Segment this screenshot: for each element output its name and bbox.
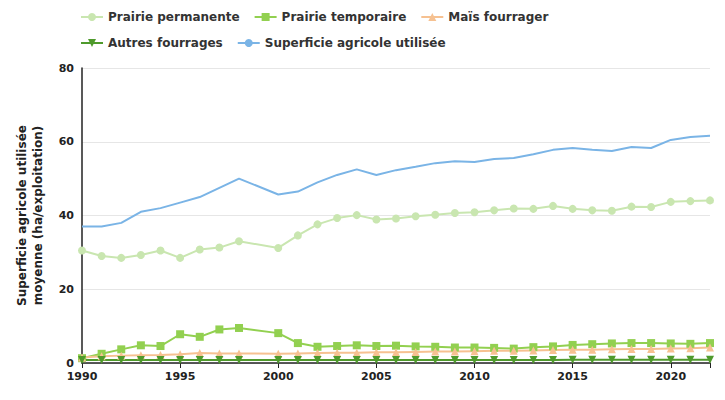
svg-text:0: 0 — [66, 357, 74, 370]
svg-text:Autres fourrages: Autres fourrages — [108, 36, 223, 50]
svg-text:Prairie permanente: Prairie permanente — [108, 10, 240, 24]
svg-text:20: 20 — [59, 283, 75, 296]
svg-text:1995: 1995 — [165, 370, 196, 383]
svg-text:moyenne (ha/exploitation): moyenne (ha/exploitation) — [31, 126, 45, 306]
svg-text:2005: 2005 — [361, 370, 392, 383]
svg-text:Superficie agricole utilisée: Superficie agricole utilisée — [265, 36, 446, 50]
svg-text:Superficie agricole utilisée: Superficie agricole utilisée — [15, 125, 29, 306]
svg-text:2000: 2000 — [263, 370, 294, 383]
svg-text:80: 80 — [59, 62, 75, 75]
svg-text:2010: 2010 — [459, 370, 490, 383]
svg-text:60: 60 — [59, 135, 75, 148]
svg-text:2015: 2015 — [557, 370, 588, 383]
svg-text:Maïs fourrager: Maïs fourrager — [448, 10, 548, 24]
svg-text:40: 40 — [59, 209, 75, 222]
svg-text:2020: 2020 — [655, 370, 686, 383]
svg-text:Prairie temporaire: Prairie temporaire — [282, 10, 407, 24]
svg-text:1990: 1990 — [67, 370, 98, 383]
